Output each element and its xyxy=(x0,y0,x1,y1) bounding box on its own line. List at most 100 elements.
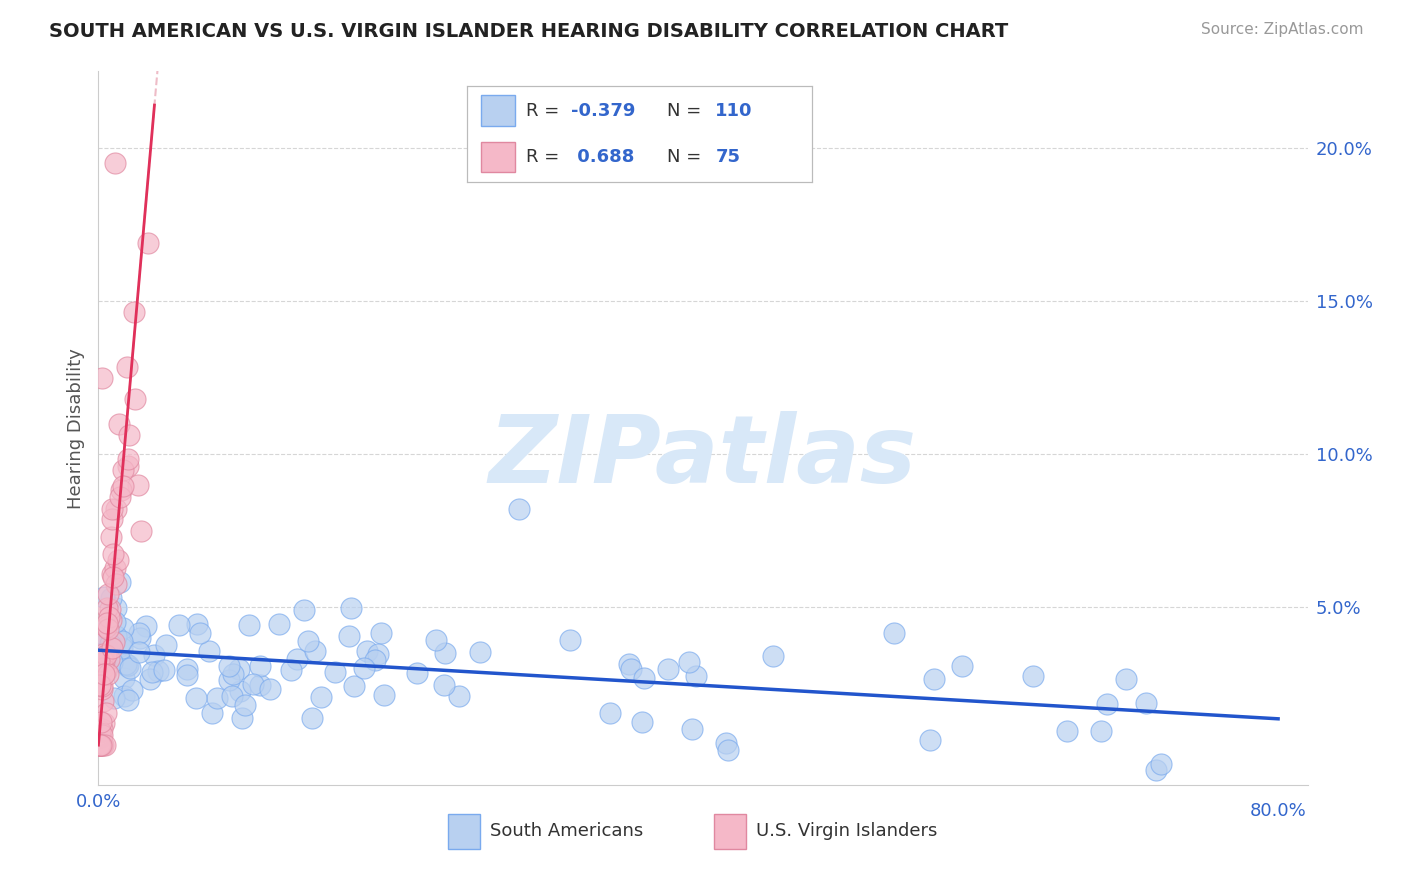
Point xyxy=(259,681,281,696)
Point xyxy=(107,553,129,567)
Point xyxy=(90,679,112,693)
Point xyxy=(129,631,152,645)
Y-axis label: Hearing Disability: Hearing Disability xyxy=(66,348,84,508)
Point xyxy=(184,690,207,705)
Point xyxy=(101,512,124,526)
Point xyxy=(90,715,112,730)
Point xyxy=(108,490,131,504)
Point xyxy=(717,742,740,756)
Point xyxy=(323,665,346,679)
Point xyxy=(111,633,134,648)
Point xyxy=(105,501,128,516)
Point xyxy=(89,677,111,691)
Point xyxy=(87,631,110,645)
Point xyxy=(188,625,211,640)
Point xyxy=(129,524,152,538)
Point xyxy=(280,663,302,677)
Point xyxy=(110,635,132,649)
Point xyxy=(249,678,271,692)
Point xyxy=(128,645,150,659)
Point xyxy=(90,738,112,752)
Point xyxy=(508,502,530,516)
Text: 80.0%: 80.0% xyxy=(1250,802,1306,820)
Point xyxy=(681,722,703,736)
Point xyxy=(93,667,115,681)
Point xyxy=(87,722,110,736)
Point xyxy=(167,618,190,632)
Point xyxy=(93,738,115,752)
Point xyxy=(685,669,707,683)
Point xyxy=(93,590,115,604)
Point xyxy=(89,723,111,738)
Point xyxy=(238,618,260,632)
Point xyxy=(96,706,118,720)
Point xyxy=(97,667,120,681)
Point xyxy=(205,691,228,706)
Point xyxy=(97,587,120,601)
Point xyxy=(678,655,700,669)
Point xyxy=(447,689,470,703)
Point xyxy=(115,659,138,673)
Point xyxy=(89,738,111,752)
Point xyxy=(124,392,146,407)
Point xyxy=(100,591,122,606)
Point xyxy=(104,629,127,643)
Point xyxy=(367,647,389,661)
Point xyxy=(136,235,159,250)
Point xyxy=(218,673,240,687)
Point xyxy=(373,688,395,702)
Point xyxy=(1115,672,1137,686)
Text: Source: ZipAtlas.com: Source: ZipAtlas.com xyxy=(1201,22,1364,37)
Point xyxy=(883,626,905,640)
Point xyxy=(101,502,124,516)
Point xyxy=(89,626,111,640)
Point xyxy=(1144,763,1167,777)
Point xyxy=(148,664,170,678)
Point xyxy=(94,620,117,634)
Point xyxy=(135,619,157,633)
Point xyxy=(90,652,112,666)
Point xyxy=(112,621,135,635)
Point xyxy=(114,657,136,671)
Point xyxy=(111,479,134,493)
Point xyxy=(97,643,120,657)
Point xyxy=(100,613,122,627)
Point xyxy=(1090,724,1112,739)
Point xyxy=(112,671,135,685)
Point xyxy=(105,600,128,615)
Point xyxy=(96,652,118,666)
Point xyxy=(117,459,139,474)
Text: SOUTH AMERICAN VS U.S. VIRGIN ISLANDER HEARING DISABILITY CORRELATION CHART: SOUTH AMERICAN VS U.S. VIRGIN ISLANDER H… xyxy=(49,22,1008,41)
Point xyxy=(138,672,160,686)
Point xyxy=(110,483,132,497)
Point xyxy=(112,689,135,703)
Point xyxy=(285,652,308,666)
Point xyxy=(90,639,112,653)
Point xyxy=(117,692,139,706)
Point xyxy=(90,370,112,384)
Point xyxy=(89,738,111,752)
Point xyxy=(87,738,110,752)
Point xyxy=(96,646,118,660)
Point xyxy=(198,644,221,658)
Point xyxy=(127,478,149,492)
Point xyxy=(1149,756,1171,771)
Point xyxy=(229,684,252,698)
Point xyxy=(118,427,141,442)
Point xyxy=(242,677,264,691)
Point xyxy=(620,662,643,676)
Point xyxy=(87,738,110,752)
Point xyxy=(101,547,124,561)
Point xyxy=(91,661,114,675)
Point xyxy=(98,609,121,624)
Point xyxy=(301,710,323,724)
Point xyxy=(269,616,291,631)
Point xyxy=(950,658,973,673)
Point xyxy=(91,647,114,661)
Point xyxy=(104,561,127,575)
Point xyxy=(90,738,112,752)
Point xyxy=(90,723,112,737)
Point xyxy=(1056,724,1078,739)
Point xyxy=(340,601,363,615)
Point xyxy=(221,666,243,681)
